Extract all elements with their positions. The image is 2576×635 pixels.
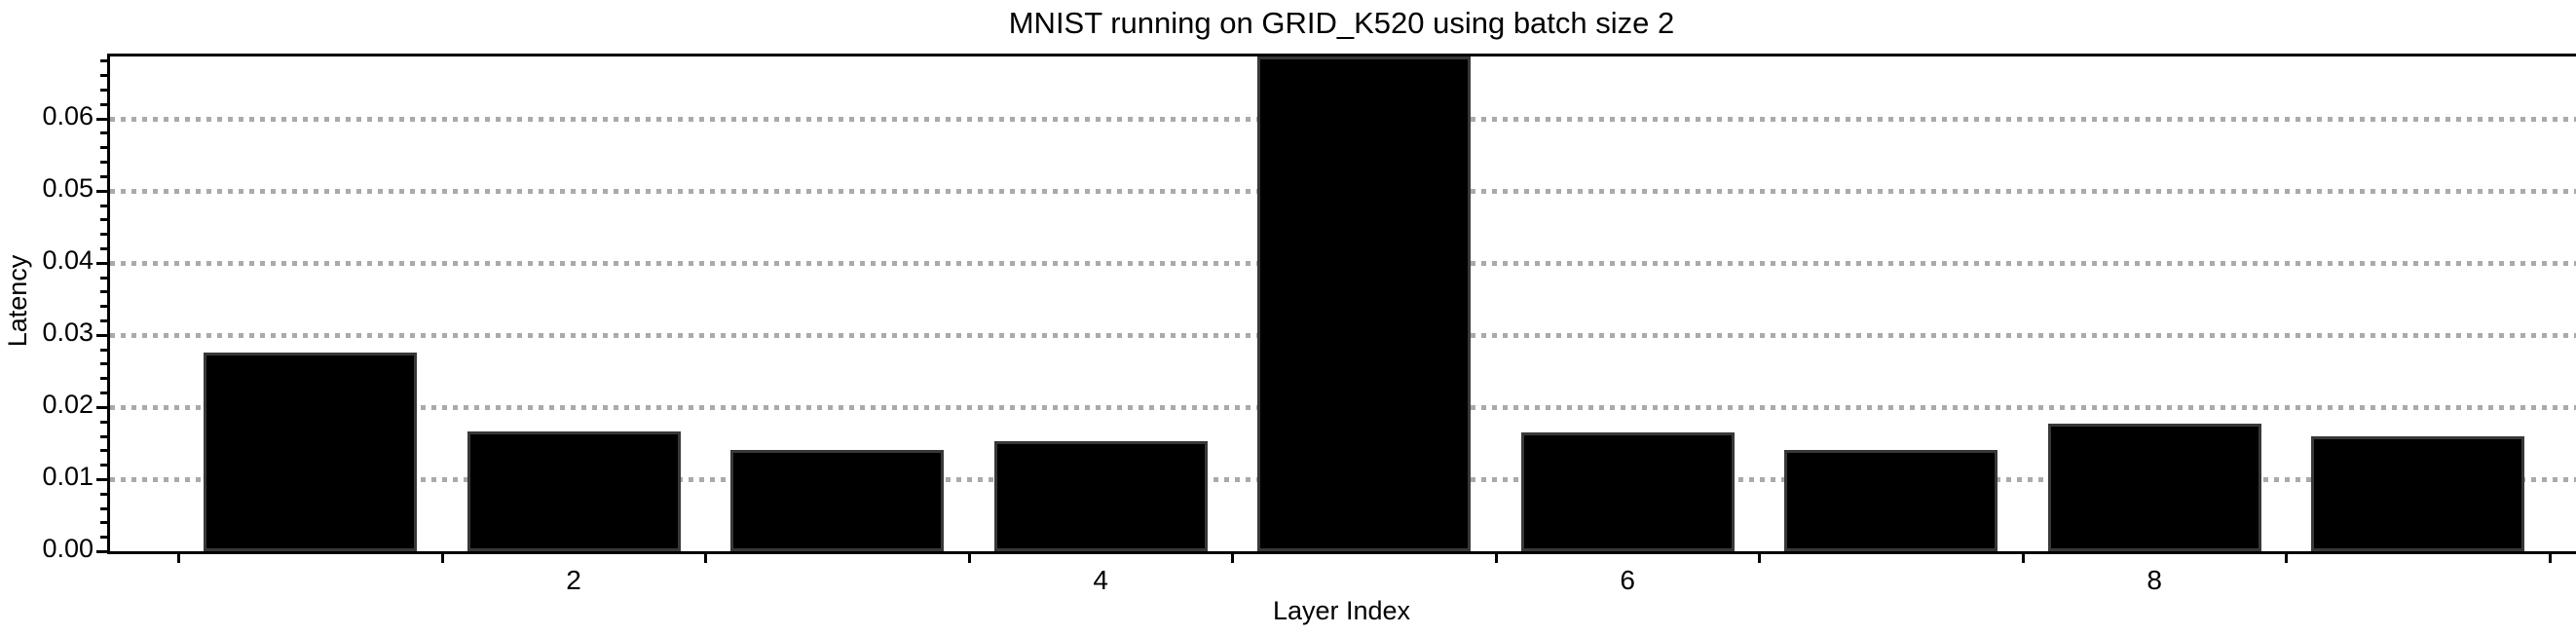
x-tick-label: 8 [2147, 565, 2162, 595]
y-tick-label: 0.04 [42, 244, 93, 275]
y-major-tick [96, 550, 107, 553]
y-minor-tick [100, 536, 107, 540]
y-minor-tick [100, 377, 107, 381]
y-minor-tick [100, 102, 107, 106]
y-tick-label: 0.02 [42, 389, 93, 419]
y-minor-tick [100, 392, 107, 395]
y-minor-tick [100, 131, 107, 135]
y-major-tick [96, 333, 107, 337]
y-minor-tick [100, 161, 107, 165]
y-major-tick [96, 189, 107, 193]
x-minor-tick [2548, 554, 2552, 563]
y-minor-tick [100, 59, 107, 63]
y-tick-label-column: 0.00 0.01 0.02 0.03 0.04 0.05 0.06 [0, 0, 94, 635]
bar-layer-9 [2311, 436, 2525, 551]
y-tick-label: 0.06 [42, 100, 93, 131]
x-minor-tick [440, 554, 444, 563]
x-minor-tick [1758, 554, 1762, 563]
y-minor-tick [100, 218, 107, 222]
y-minor-tick [100, 146, 107, 150]
x-tick-label: 6 [1620, 565, 1635, 595]
bar-layer-7 [1784, 450, 1998, 551]
bar-layer-6 [1520, 431, 1735, 551]
y-minor-tick [100, 521, 107, 525]
y-major-tick [96, 261, 107, 265]
y-minor-tick [100, 246, 107, 250]
y-minor-tick [100, 464, 107, 467]
y-minor-tick [100, 174, 107, 178]
x-minor-tick [177, 554, 181, 563]
y-minor-tick [100, 74, 107, 78]
y-minor-tick [100, 492, 107, 496]
chart-title: MNIST running on GRID_K520 using batch s… [1008, 6, 1675, 40]
y-major-tick [96, 477, 107, 481]
y-minor-tick [100, 506, 107, 510]
x-minor-tick [1494, 554, 1498, 563]
y-minor-tick [100, 434, 107, 438]
x-tick-label: 2 [566, 565, 581, 595]
y-major-tick [96, 117, 107, 121]
y-minor-tick [100, 362, 107, 366]
y-minor-tick [100, 319, 107, 323]
x-tick-label: 4 [1093, 565, 1108, 595]
bar-layer-3 [730, 449, 945, 551]
y-minor-tick [100, 348, 107, 352]
x-minor-tick [704, 554, 708, 563]
bar-layer-4 [993, 441, 1208, 551]
y-tick-label: 0.00 [42, 534, 93, 563]
x-minor-tick [967, 554, 971, 563]
x-minor-tick [2285, 554, 2289, 563]
y-tick-label: 0.05 [42, 172, 93, 203]
y-minor-tick [100, 305, 107, 309]
bar-layer-8 [2047, 423, 2261, 551]
y-minor-tick [100, 89, 107, 93]
y-minor-tick [100, 420, 107, 424]
y-tick-label: 0.01 [42, 461, 93, 491]
bar-layer-5 [1257, 56, 1472, 551]
x-minor-tick [1231, 554, 1235, 563]
plot-area: 2 4 6 8 [96, 54, 2576, 595]
bar-layer-2 [467, 431, 681, 551]
y-major-tick [96, 405, 107, 409]
x-minor-tick [2021, 554, 2025, 563]
y-minor-tick [100, 276, 107, 280]
y-minor-tick [100, 449, 107, 453]
y-minor-tick [100, 204, 107, 207]
y-minor-tick [100, 290, 107, 294]
y-minor-tick [100, 233, 107, 237]
y-tick-label: 0.03 [42, 317, 93, 347]
x-axis-label: Layer Index [1272, 596, 1411, 625]
bar-layer-1 [204, 353, 418, 551]
